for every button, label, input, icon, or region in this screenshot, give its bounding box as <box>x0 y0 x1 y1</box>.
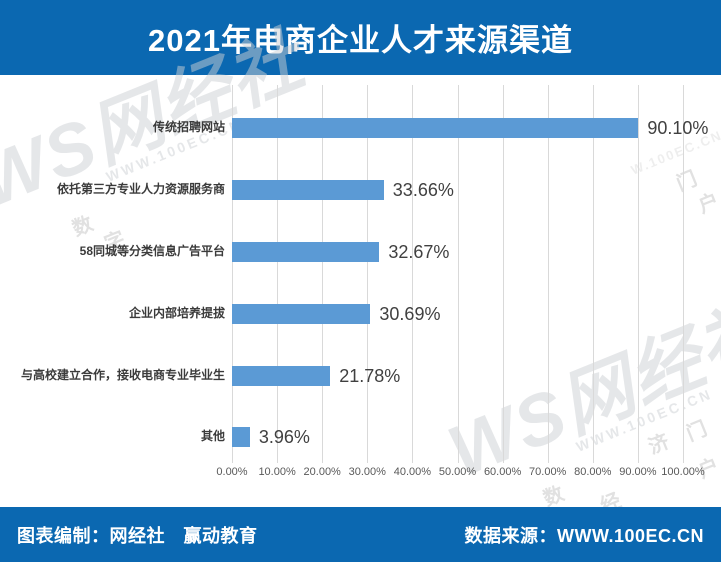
watermark-character: 济 <box>645 430 673 459</box>
gridline <box>277 85 279 463</box>
category-label: 58同城等分类信息广告平台 <box>79 244 225 258</box>
gridline <box>412 85 414 463</box>
x-tick-label: 100.00% <box>661 466 705 478</box>
gridline <box>502 85 504 463</box>
category-label: 依托第三方专业人力资源服务商 <box>56 182 225 196</box>
bar <box>232 427 250 447</box>
x-tick-label: 30.00% <box>348 466 386 478</box>
bar <box>232 304 371 324</box>
watermark-character: 数 <box>69 212 97 241</box>
bar <box>232 366 331 386</box>
title-banner: 2021年电商企业人才来源渠道 <box>0 0 721 75</box>
bar <box>232 118 639 138</box>
x-tick-label: 20.00% <box>303 466 341 478</box>
gridline <box>322 85 324 463</box>
gridline <box>592 85 594 463</box>
x-tick-label: 60.00% <box>483 466 522 478</box>
value-label: 32.67% <box>388 242 450 262</box>
x-tick-label: 50.00% <box>438 466 477 478</box>
gridline <box>547 85 549 463</box>
category-label: 传统招聘网站 <box>152 120 225 134</box>
watermark-character: 门 <box>683 417 711 446</box>
footer-source: 数据来源：WWW.100EC.CN <box>464 525 704 546</box>
category-label: 其他 <box>200 429 225 443</box>
value-label: 3.96% <box>258 427 310 447</box>
bar <box>232 242 380 262</box>
watermark-character: 户 <box>695 189 721 218</box>
x-tick-label: 0.00% <box>216 466 248 478</box>
value-label: 30.69% <box>379 304 441 324</box>
value-label: 90.10% <box>647 118 709 138</box>
category-label: 企业内部培养提拔 <box>128 306 225 320</box>
x-tick-label: 40.00% <box>393 466 432 478</box>
value-label: 21.78% <box>339 366 401 386</box>
x-tick-label: 80.00% <box>574 466 612 478</box>
gridline <box>457 85 459 463</box>
x-tick-label: 90.00% <box>619 466 657 478</box>
footer-credit: 图表编制：网经社 赢动教育 <box>17 525 258 546</box>
gridline <box>683 85 684 463</box>
gridline <box>637 85 639 463</box>
watermark-url-text: WWW.100EC.CN <box>573 385 715 455</box>
gridline <box>367 85 369 463</box>
value-label: 33.66% <box>392 180 454 200</box>
watermark-character: 门 <box>673 167 701 196</box>
footer-bar: 图表编制：网经社 赢动教育 数据来源：WWW.100EC.CN <box>0 507 721 562</box>
chart-title: 2021年电商企业人才来源渠道 <box>148 23 573 58</box>
x-tick-label: 10.00% <box>258 466 296 478</box>
gridline <box>232 85 233 463</box>
category-label: 与高校建立合作，接收电商专业毕业生 <box>20 368 225 382</box>
watermark-brand-text: WS网经社 <box>437 290 721 493</box>
x-tick-label: 70.00% <box>529 466 567 478</box>
bar <box>232 180 384 200</box>
